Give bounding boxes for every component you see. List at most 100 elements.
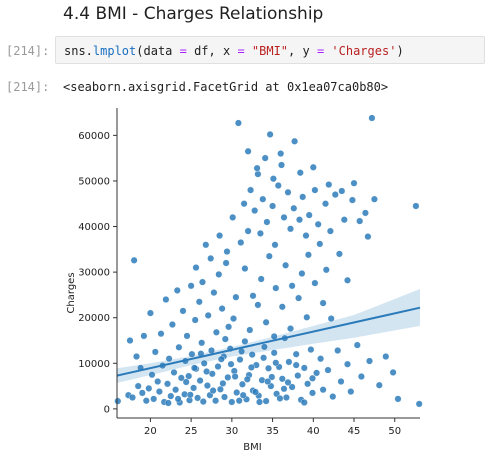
data-point [236, 356, 244, 364]
data-point [303, 313, 311, 321]
data-point [286, 225, 294, 233]
data-point [241, 264, 249, 272]
data-point [319, 299, 327, 307]
data-point [299, 193, 307, 201]
data-point [348, 196, 356, 204]
x-tick-label: 20 [144, 426, 157, 437]
data-point [264, 364, 272, 372]
code-operator-token: = [237, 44, 245, 58]
data-point [311, 279, 319, 287]
data-point [247, 186, 255, 194]
data-point [258, 376, 266, 384]
data-point [173, 286, 181, 294]
data-point [364, 233, 372, 241]
data-point [282, 261, 290, 269]
data-point [254, 301, 262, 309]
data-point [300, 364, 308, 372]
data-point [282, 394, 290, 402]
data-point [394, 395, 402, 403]
input-prompt: [214]: [6, 44, 50, 58]
data-point [155, 388, 163, 396]
data-point [220, 393, 228, 401]
data-point [174, 395, 182, 403]
data-point [290, 204, 298, 212]
data-point [228, 398, 236, 406]
x-tick-label: 40 [307, 426, 320, 437]
data-point [183, 332, 191, 340]
data-point [304, 251, 312, 259]
data-point [325, 181, 333, 189]
data-point [165, 355, 173, 363]
data-point [215, 270, 223, 278]
y-tick-label: 60000 [78, 131, 110, 142]
y-axis-label: Charges [66, 272, 77, 313]
data-point [260, 343, 268, 351]
data-point [262, 318, 270, 326]
code-operator-token: = [316, 44, 325, 58]
data-point [366, 357, 374, 365]
data-point [356, 217, 364, 225]
data-point [262, 397, 270, 405]
data-point [284, 378, 292, 386]
data-point [234, 119, 242, 127]
data-point [375, 381, 383, 389]
data-point [331, 191, 339, 199]
x-tick-label: 50 [388, 426, 401, 437]
y-tick-label: 20000 [78, 313, 110, 324]
data-point [239, 391, 247, 399]
data-point [382, 352, 390, 360]
data-point [415, 400, 423, 408]
code-token: ) [396, 44, 404, 58]
data-point [243, 375, 251, 383]
data-point [277, 161, 285, 169]
code-cell[interactable]: sns.lmplot(data = df, x = "BMI", y = 'Ch… [55, 36, 485, 64]
data-point [162, 295, 170, 303]
data-point [286, 325, 294, 333]
data-point [214, 362, 222, 370]
y-tick-label: 0 [104, 404, 110, 415]
data-point [167, 392, 175, 400]
data-point [175, 343, 183, 351]
data-point [337, 378, 345, 386]
data-point [254, 170, 262, 178]
data-point [277, 150, 285, 158]
y-tick-label: 40000 [78, 222, 110, 233]
data-point [209, 387, 217, 395]
data-point [186, 391, 194, 399]
data-point [334, 346, 342, 354]
data-point [357, 373, 365, 381]
data-point [154, 378, 162, 386]
data-point [274, 181, 282, 189]
data-point [196, 377, 204, 385]
data-point [272, 284, 280, 292]
data-point [177, 374, 185, 382]
data-point [212, 397, 220, 405]
data-point [237, 238, 245, 246]
data-point [309, 163, 317, 171]
data-point [412, 202, 420, 210]
data-point [229, 213, 237, 221]
data-point [308, 374, 316, 382]
data-point [145, 384, 153, 392]
data-point [150, 395, 158, 403]
data-point [263, 218, 271, 226]
data-point [138, 389, 146, 397]
data-point [216, 385, 224, 393]
data-point [268, 373, 276, 381]
data-point [168, 320, 176, 328]
data-point [300, 399, 308, 407]
data-point [361, 209, 369, 217]
data-point [126, 336, 134, 344]
data-point [235, 397, 243, 405]
regression-layer [116, 306, 421, 377]
data-point [157, 330, 165, 338]
data-point [217, 355, 225, 363]
data-point [317, 355, 325, 363]
code-string-token: 'Charges' [331, 44, 397, 58]
data-point [222, 259, 230, 267]
data-point [163, 380, 171, 388]
data-point [238, 380, 246, 388]
data-point [140, 332, 148, 340]
data-point [340, 216, 348, 224]
data-point [276, 394, 284, 402]
